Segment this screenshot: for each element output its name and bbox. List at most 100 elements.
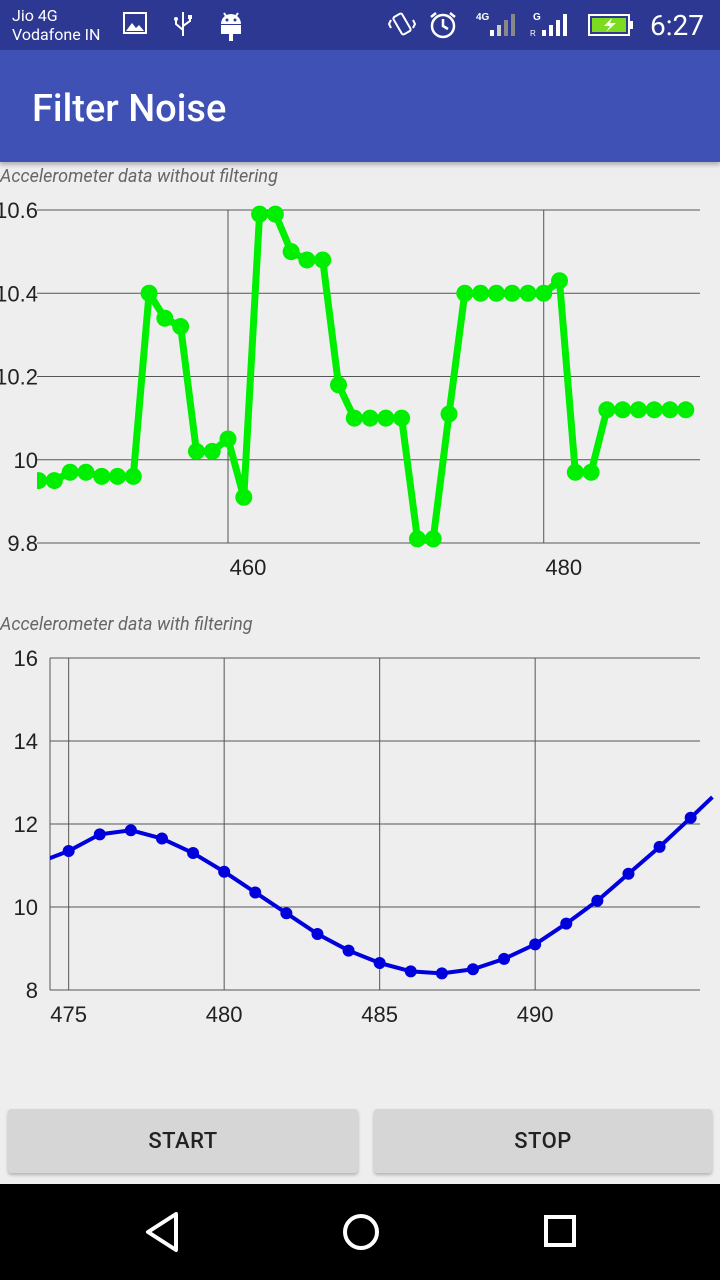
series-group [50,795,714,980]
signal-4g-icon: 4G [476,12,515,36]
data-point [661,401,679,419]
data-point [314,251,332,269]
y-tick-label: 10.2 [0,365,38,390]
image-icon [123,12,147,34]
alarm-icon [430,12,456,39]
data-point [187,847,200,860]
svg-text:4G: 4G [476,12,490,23]
data-point [249,886,262,899]
data-point [377,409,395,427]
x-tick-label: 475 [50,1002,87,1027]
data-point [598,401,616,419]
data-point [487,284,505,302]
x-tick-label: 485 [361,1002,398,1027]
x-tick-label: 480 [206,1002,243,1027]
data-point [629,401,647,419]
data-point [93,828,106,841]
vibrate-icon [388,12,416,36]
y-tick-label: 9.8 [7,531,38,556]
raw-accelerometer-chart: 10.6 10.4 10.2 10 9.8 460 480 [0,198,700,580]
status-bar: Jio 4G Vodafone IN 4G G R [0,0,720,50]
data-point [109,467,127,485]
data-point [155,832,168,845]
data-point [342,944,355,957]
data-point [37,472,48,490]
data-point [684,811,697,824]
data-point [172,318,190,336]
app-title: Filter Noise [32,87,227,131]
data-point [282,243,300,261]
x-tick-label: 460 [230,555,267,580]
data-point [140,284,158,302]
y-tick-label: 14 [14,729,38,754]
signal-g-icon: G R [530,12,567,38]
usb-icon [174,12,192,36]
data-point [266,205,284,223]
data-point [519,284,537,302]
data-point [566,463,584,481]
series-group [37,205,695,548]
y-tick-label: 8 [26,978,38,1003]
data-point [622,867,635,880]
filtered-chart-caption: Accelerometer data with filtering [0,614,253,635]
y-tick-label: 12 [14,812,38,837]
carrier-info: Jio 4G Vodafone IN [12,6,100,44]
data-point [61,463,79,481]
battery-charging-icon [588,14,633,36]
data-point [560,917,573,930]
y-tick-label: 10 [14,448,38,473]
data-point [251,205,269,223]
stop-button[interactable]: STOP [374,1109,712,1173]
recents-icon[interactable] [540,1204,580,1260]
data-point [404,965,417,978]
svg-text:G: G [533,12,541,23]
data-point [393,409,411,427]
data-point [408,530,426,548]
data-point [62,844,75,857]
data-point [93,467,111,485]
data-point [45,472,63,490]
y-tick-label: 10.4 [0,281,38,306]
back-icon[interactable] [140,1204,184,1260]
data-point [124,467,142,485]
data-point [498,952,511,965]
data-point [361,409,379,427]
raw-chart-caption: Accelerometer data without filtering [0,166,278,187]
data-point [535,284,553,302]
data-point [424,530,442,548]
home-icon[interactable] [338,1204,384,1260]
data-point [472,284,490,302]
data-point [591,894,604,907]
data-point [529,938,542,951]
data-point [330,376,348,394]
data-point [77,463,95,481]
data-point [235,488,253,506]
data-point [156,309,174,327]
data-point [677,401,695,419]
data-point [218,865,231,878]
start-button[interactable]: START [8,1109,358,1173]
data-point [614,401,632,419]
data-point [124,824,137,837]
clock: 6:27 [650,9,704,42]
svg-text:R: R [530,29,536,38]
data-point [280,907,293,920]
y-tick-label: 16 [14,646,38,671]
data-point [653,840,666,853]
android-icon [221,12,241,41]
carrier-line-1: Jio 4G [12,6,58,25]
data-point [645,401,663,419]
data-point [582,463,600,481]
filtered-accelerometer-chart: 16 14 12 10 8 475 480 485 490 [14,646,714,1027]
data-point [466,963,479,976]
carrier-line-2: Vodafone IN [12,25,101,44]
data-point [311,927,324,940]
data-point [345,409,363,427]
x-tick-label: 490 [517,1002,554,1027]
data-point [435,967,448,980]
data-point [373,957,386,970]
data-point [456,284,474,302]
data-point [187,442,205,460]
navigation-bar [0,1184,720,1280]
y-tick-label: 10 [14,895,38,920]
